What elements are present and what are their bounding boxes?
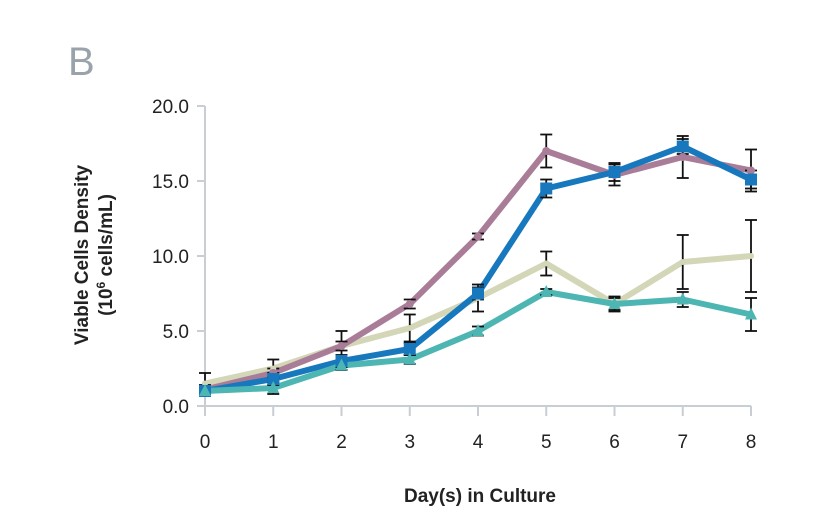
series-markers <box>199 140 757 397</box>
data-point-tan <box>679 259 686 265</box>
x-tick-label: 3 <box>404 432 415 453</box>
data-point-blue <box>403 343 416 355</box>
x-tick-labels: 0 1 2 3 4 5 6 7 8 <box>200 432 757 453</box>
data-point-blue <box>267 373 280 385</box>
data-point-blue <box>540 182 553 195</box>
x-tick-label: 8 <box>746 432 757 453</box>
data-point-mauve <box>542 147 551 155</box>
data-point-mauve <box>474 232 482 241</box>
data-point-mauve <box>678 153 687 161</box>
data-point-blue <box>472 287 484 300</box>
data-point-teal <box>335 358 348 371</box>
x-tick-label: 6 <box>609 432 620 453</box>
x-axis-title: Day(s) in Culture <box>404 486 556 507</box>
data-point-blue <box>745 173 757 186</box>
y-axis-title-suffix: cells/mL) <box>96 194 117 282</box>
x-tick-label: 0 <box>200 432 211 453</box>
x-tick-label: 2 <box>336 432 347 453</box>
data-point-teal <box>267 381 280 393</box>
data-point-teal <box>745 307 757 320</box>
y-tick-label: 15.0 <box>152 172 189 193</box>
data-point-tan <box>406 325 413 331</box>
y-tick-labels: 0.0 5.0 10.0 15.0 20.0 <box>152 97 189 418</box>
y-axis-title-line2: (106 cells/mL) <box>94 194 117 316</box>
y-axis-title-sup: 6 <box>94 281 108 288</box>
data-point-teal <box>540 285 553 297</box>
x-tick-label: 4 <box>473 432 484 453</box>
x-tick-label: 1 <box>268 432 279 453</box>
data-point-teal <box>676 292 689 305</box>
y-tick-label: 0.0 <box>163 397 189 418</box>
x-tick-label: 5 <box>541 432 552 453</box>
data-point-teal <box>403 352 416 365</box>
y-tick-label: 5.0 <box>163 322 189 343</box>
data-point-mauve <box>337 342 346 350</box>
data-point-teal <box>472 324 484 336</box>
y-tick-label: 20.0 <box>152 97 189 118</box>
data-point-mauve <box>405 300 414 308</box>
axes <box>197 105 752 416</box>
panel-label: B <box>68 40 95 84</box>
data-point-teal <box>608 297 621 309</box>
y-axis-title: Viable Cells Density (106 cells/mL) <box>72 164 117 345</box>
y-tick-label: 10.0 <box>152 247 189 268</box>
data-point-blue <box>608 166 621 178</box>
y-axis-title-line1: Viable Cells Density <box>72 164 93 345</box>
data-point-tan <box>543 260 550 267</box>
data-point-teal <box>199 384 211 396</box>
data-point-mauve <box>747 166 755 175</box>
x-tick-label: 7 <box>677 432 688 453</box>
data-point-blue <box>676 140 689 153</box>
y-axis-title-prefix: (10 <box>96 288 117 315</box>
series-lines <box>202 143 754 394</box>
data-point-tan <box>748 253 754 259</box>
